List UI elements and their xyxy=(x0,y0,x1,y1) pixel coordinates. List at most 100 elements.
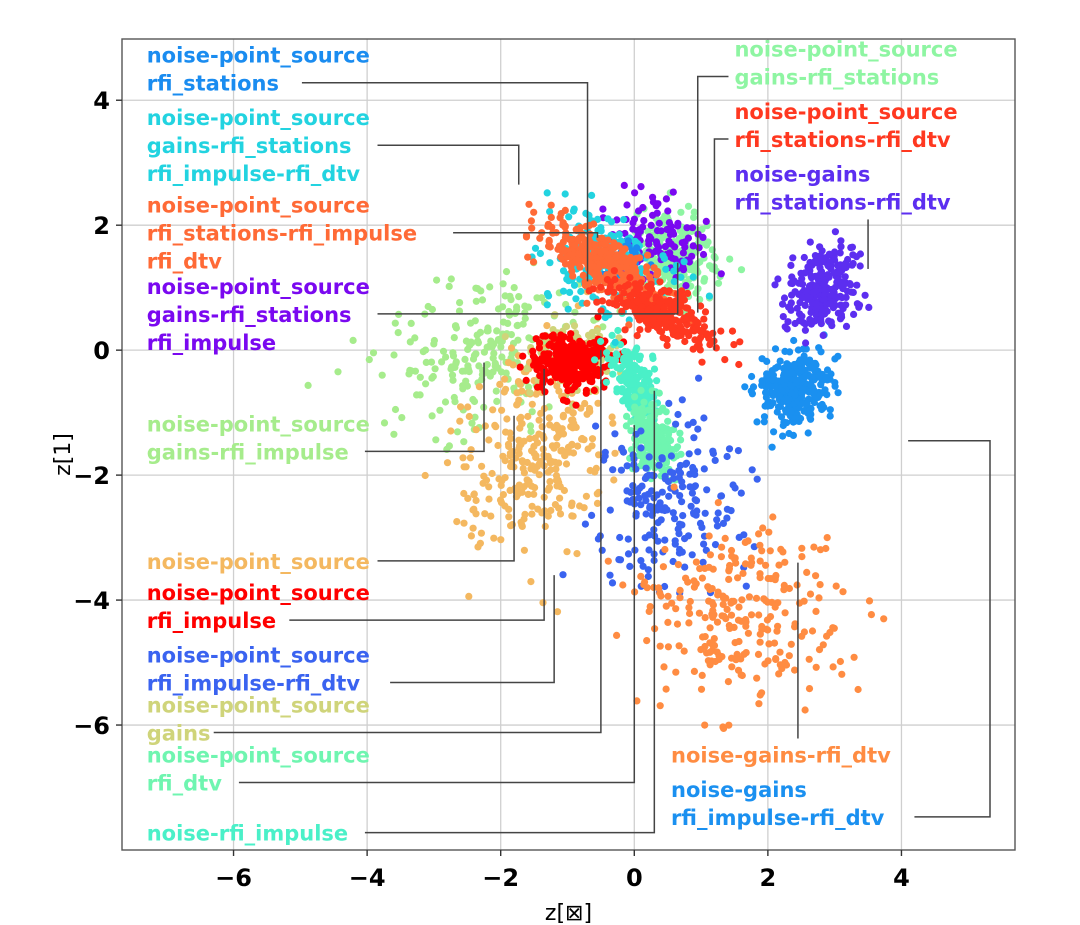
data-point xyxy=(829,663,837,671)
data-point xyxy=(667,319,675,327)
data-point xyxy=(450,334,458,342)
data-point xyxy=(619,581,627,589)
data-point xyxy=(485,483,493,491)
data-point xyxy=(760,413,769,421)
data-point xyxy=(812,300,820,308)
data-point xyxy=(713,522,722,530)
data-point xyxy=(524,412,532,421)
data-point xyxy=(477,529,485,537)
data-point xyxy=(623,487,631,495)
data-point xyxy=(585,404,594,413)
data-point xyxy=(499,303,507,311)
data-point xyxy=(706,648,714,656)
data-point xyxy=(722,594,730,602)
data-point xyxy=(391,405,400,414)
data-point xyxy=(581,520,590,528)
data-point xyxy=(499,491,507,499)
data-point xyxy=(698,574,707,582)
data-point xyxy=(478,462,486,470)
data-point xyxy=(636,407,644,415)
data-point xyxy=(502,369,510,377)
data-point xyxy=(616,365,624,373)
data-point xyxy=(700,540,708,548)
data-point xyxy=(771,345,780,353)
data-point xyxy=(801,269,809,277)
annotation-text: noise-point_source xyxy=(147,412,370,436)
data-point xyxy=(706,624,714,632)
data-point xyxy=(765,528,773,536)
data-point xyxy=(528,224,536,232)
data-point xyxy=(698,225,706,233)
data-point xyxy=(688,252,696,260)
data-point xyxy=(701,275,709,283)
data-point xyxy=(568,441,576,449)
data-point xyxy=(640,217,648,225)
data-point xyxy=(677,436,685,444)
data-point xyxy=(680,258,688,266)
data-point xyxy=(661,472,669,480)
data-point xyxy=(688,551,696,559)
data-point xyxy=(850,310,858,318)
data-point xyxy=(703,240,711,248)
annotation-4: noise-point_source gains-rfi_impulse xyxy=(147,412,370,464)
data-point xyxy=(791,623,799,631)
data-point xyxy=(684,578,692,586)
data-point xyxy=(842,322,851,330)
data-point xyxy=(488,469,496,478)
data-point xyxy=(464,403,472,411)
y-tick-label: 2 xyxy=(93,212,110,240)
data-point xyxy=(543,290,552,298)
data-point xyxy=(564,305,572,313)
data-point xyxy=(727,546,736,555)
data-point xyxy=(803,568,811,577)
data-point xyxy=(700,414,708,422)
data-point xyxy=(498,353,506,361)
annotation-2: noise-point_source rfi_stations-rfi_impul… xyxy=(147,194,417,274)
data-point xyxy=(662,265,670,273)
data-point xyxy=(656,278,664,286)
data-point xyxy=(713,516,721,524)
data-point xyxy=(716,653,725,661)
data-point xyxy=(472,496,480,505)
data-point xyxy=(480,472,488,480)
data-point xyxy=(390,430,398,438)
data-point xyxy=(638,311,646,319)
annotation-1: noise-point_source gains-rfi_stations rfi_… xyxy=(147,106,370,186)
data-point xyxy=(734,447,743,455)
data-point xyxy=(676,429,684,437)
data-point xyxy=(837,243,845,251)
data-point xyxy=(756,691,764,699)
data-point xyxy=(627,427,635,435)
data-point xyxy=(645,453,653,461)
data-point xyxy=(625,364,633,372)
data-point xyxy=(780,294,789,302)
data-point xyxy=(756,541,764,549)
data-point xyxy=(464,365,472,373)
leader-line xyxy=(713,138,729,351)
data-point xyxy=(439,347,448,355)
data-point xyxy=(478,296,487,304)
data-point xyxy=(422,358,430,366)
data-point xyxy=(606,256,615,264)
data-point xyxy=(700,315,708,323)
data-point xyxy=(394,329,402,337)
data-point xyxy=(650,264,658,272)
data-point xyxy=(490,534,498,542)
data-point xyxy=(543,322,551,330)
annotation-6: noise-point_source rfi_impulse xyxy=(147,581,370,633)
data-point xyxy=(515,293,523,301)
data-point xyxy=(623,462,631,470)
data-point xyxy=(647,221,655,229)
data-point xyxy=(824,262,832,270)
data-point xyxy=(599,205,607,213)
annotation-10: noise-rfi_impulse xyxy=(147,822,348,846)
data-point xyxy=(748,466,756,474)
data-point xyxy=(764,402,772,410)
data-point xyxy=(728,663,736,671)
data-point xyxy=(478,371,486,379)
series-1 xyxy=(421,288,626,616)
data-point xyxy=(421,471,429,480)
data-point xyxy=(676,594,684,602)
data-point xyxy=(561,190,569,198)
data-point xyxy=(681,563,689,571)
